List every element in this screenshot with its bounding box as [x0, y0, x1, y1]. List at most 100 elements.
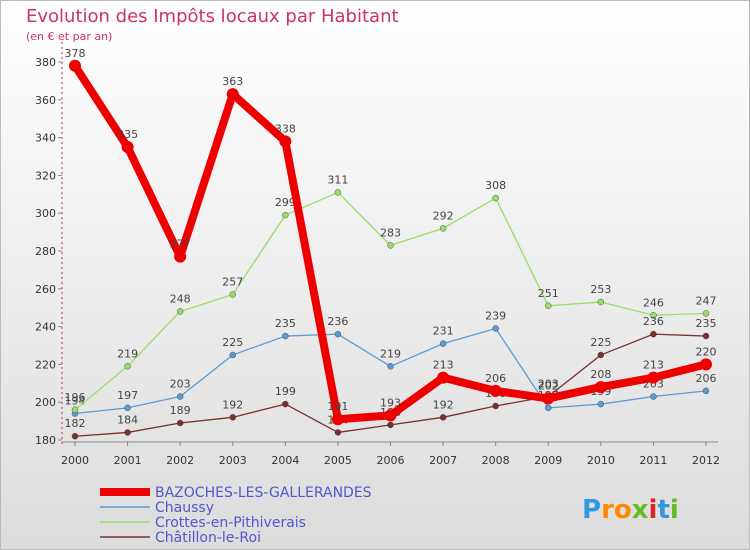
data-label: 253: [590, 283, 611, 296]
series-0: 378 335 277 363 338 191 193 213 206 202 208 213 220: [65, 47, 717, 426]
series-2: 196 219 248 257 299 311 283 292 308 251 253 246 247: [65, 173, 717, 413]
data-label: 308: [485, 179, 506, 192]
data-label: 277: [170, 238, 191, 251]
x-tick-label: 2000: [61, 454, 89, 467]
data-point: [439, 414, 447, 421]
data-point: [702, 332, 710, 340]
data-point: [384, 409, 397, 422]
data-label: 251: [538, 287, 559, 300]
data-point: [176, 308, 184, 315]
data-point: [545, 404, 552, 412]
svg-text:Proxiti: Proxiti: [582, 495, 679, 525]
data-label: 206: [696, 372, 717, 385]
data-label: 194: [65, 395, 86, 408]
chart-subtitle: (en € et par an): [26, 30, 112, 43]
x-tick-label: 2002: [166, 454, 194, 467]
data-label: 219: [380, 347, 401, 360]
data-label: 239: [485, 309, 506, 322]
data-point: [492, 402, 499, 410]
data-label: 193: [380, 396, 401, 409]
y-tick-label: 320: [35, 169, 56, 182]
data-point: [594, 381, 607, 394]
data-point: [597, 351, 605, 359]
data-label: 236: [643, 315, 664, 328]
y-tick-label: 380: [35, 56, 56, 69]
data-label: 192: [433, 398, 454, 411]
data-label: 189: [170, 404, 191, 417]
data-label: 202: [538, 379, 559, 392]
y-tick-label: 180: [35, 434, 56, 447]
data-point: [492, 325, 499, 332]
data-label: 203: [538, 378, 559, 391]
legend-label: Châtillon-le-Roi: [155, 530, 261, 546]
data-point: [124, 429, 131, 436]
data-point: [387, 421, 394, 429]
data-point: [492, 194, 499, 202]
data-point: [647, 371, 660, 384]
data-label: 292: [433, 209, 454, 222]
data-label: 246: [643, 296, 664, 309]
data-point: [700, 358, 712, 371]
data-point: [71, 433, 79, 440]
data-point: [387, 242, 394, 249]
data-label: 208: [590, 368, 611, 381]
x-tick-label: 2008: [482, 454, 510, 467]
data-label: 378: [65, 47, 86, 60]
data-label: 206: [485, 372, 506, 385]
data-label: 220: [696, 345, 717, 358]
data-label: 338: [275, 122, 296, 135]
data-point: [279, 135, 292, 148]
data-point: [124, 404, 131, 412]
data-label: 283: [380, 226, 401, 239]
y-tick-label: 200: [35, 396, 56, 409]
data-point: [331, 413, 344, 426]
chart-title: Evolution des Impôts locaux par Habitant: [26, 6, 399, 27]
data-point: [282, 332, 289, 340]
data-point: [174, 250, 187, 263]
data-label: 257: [222, 275, 243, 288]
data-point: [334, 429, 342, 436]
data-label: 196: [65, 391, 86, 404]
data-point: [282, 400, 289, 408]
data-point: [229, 351, 236, 359]
data-point: [650, 393, 657, 400]
x-tick-label: 2001: [114, 454, 142, 467]
data-point: [650, 330, 657, 338]
data-point: [650, 312, 657, 319]
legend-label: Chaussy: [155, 500, 214, 516]
y-tick-label: 360: [35, 94, 56, 107]
data-label: 335: [117, 128, 138, 141]
data-point: [597, 400, 605, 408]
data-label: 199: [275, 385, 296, 398]
y-tick-label: 280: [35, 245, 56, 258]
data-point: [545, 302, 552, 310]
x-tick-label: 2006: [377, 454, 405, 467]
data-label: 192: [222, 398, 243, 411]
legend-label: BAZOCHES-LES-GALLERANDES: [155, 485, 372, 501]
data-point: [176, 393, 184, 400]
series-1: 194197203225235236219231239197199203206: [65, 309, 717, 417]
data-label: 236: [327, 315, 348, 328]
data-point: [282, 211, 289, 219]
data-label: 225: [222, 336, 243, 349]
x-tick-label: 2010: [587, 454, 615, 467]
data-point: [489, 384, 502, 397]
data-point: [71, 406, 79, 413]
data-label: 235: [696, 317, 717, 330]
data-point: [334, 189, 342, 196]
legend-label: Crottes-en-Pithiverais: [155, 515, 306, 531]
data-point: [229, 291, 236, 298]
data-label: 213: [643, 359, 664, 372]
data-point: [439, 340, 447, 347]
data-label: 248: [170, 292, 191, 305]
x-tick-label: 2004: [271, 454, 299, 467]
data-point: [69, 59, 81, 72]
series-layer: 1941972032252352362192312391971992032061…: [65, 47, 717, 440]
data-label: 219: [117, 347, 138, 360]
data-label: 311: [327, 173, 348, 186]
data-label: 182: [65, 417, 86, 430]
data-point: [387, 363, 394, 370]
proxiti-logo: Proxiti: [582, 495, 679, 525]
